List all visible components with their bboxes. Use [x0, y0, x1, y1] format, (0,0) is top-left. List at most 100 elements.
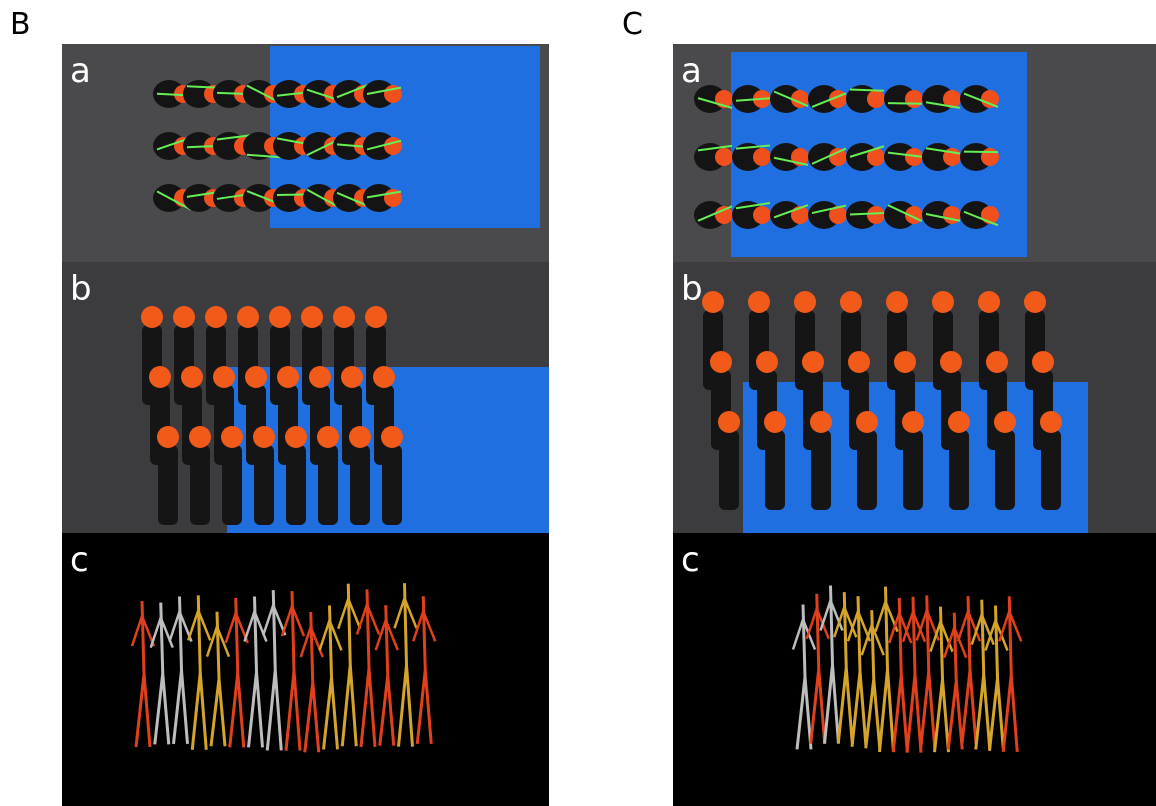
person-body	[286, 445, 306, 525]
cap	[753, 206, 771, 224]
skeleton-arms	[149, 613, 174, 649]
skeleton	[172, 596, 189, 745]
pose-line	[216, 134, 252, 141]
cap	[943, 90, 961, 108]
cap	[245, 366, 267, 388]
cap	[718, 411, 740, 433]
person-body	[770, 201, 802, 229]
cap	[237, 306, 259, 328]
cap	[702, 291, 724, 313]
person-body	[846, 201, 878, 229]
skeleton-arms	[846, 607, 872, 642]
person-body	[995, 430, 1015, 510]
person-body	[273, 184, 305, 212]
skeleton	[836, 592, 854, 744]
cap	[710, 351, 732, 373]
skeleton-arms	[224, 609, 249, 644]
pose-line	[925, 101, 961, 109]
skeleton	[795, 604, 813, 750]
cap	[181, 366, 203, 388]
cap	[269, 306, 291, 328]
skeleton	[190, 595, 208, 750]
person-body	[694, 85, 726, 113]
cap	[149, 366, 171, 388]
person-body	[884, 85, 916, 113]
person-body	[382, 445, 402, 525]
skeleton-arms	[984, 616, 1009, 651]
cap	[978, 291, 1000, 313]
pose-line	[336, 82, 372, 99]
skeleton	[823, 585, 840, 744]
person-body	[922, 201, 954, 229]
skeleton-arms	[860, 621, 885, 656]
cap	[384, 137, 402, 155]
skeleton	[974, 599, 992, 750]
person-body	[243, 184, 275, 212]
skeleton-arms	[874, 597, 899, 633]
panel	[62, 44, 549, 806]
skeleton-arms	[168, 607, 193, 642]
pose-line	[849, 211, 885, 216]
subpanel-label: b	[70, 269, 92, 309]
cap	[715, 206, 733, 224]
person-body	[884, 143, 916, 171]
pose-line	[366, 86, 402, 95]
pose-line	[963, 92, 999, 108]
person-body	[811, 430, 831, 510]
person-body	[158, 445, 178, 525]
skeleton	[359, 589, 377, 748]
skeleton-arms	[262, 601, 287, 636]
pose-line	[811, 204, 847, 215]
skeleton	[809, 593, 827, 744]
skeleton	[864, 610, 882, 749]
cap	[173, 306, 195, 328]
pose-line	[925, 213, 961, 222]
subpanel-label: c	[681, 540, 700, 580]
skeleton-arms	[205, 623, 231, 658]
cap	[894, 351, 916, 373]
cap	[205, 306, 227, 328]
pose-line	[773, 90, 809, 107]
pose-line	[811, 92, 847, 108]
skeleton-arms	[943, 624, 968, 659]
cap	[829, 206, 847, 224]
person-body	[770, 85, 802, 113]
cap	[802, 351, 824, 373]
pose-line	[156, 190, 192, 211]
person-body	[765, 430, 785, 510]
pose-line	[963, 210, 999, 227]
cap	[902, 411, 924, 433]
cap	[848, 351, 870, 373]
cap	[764, 411, 786, 433]
cap	[867, 148, 885, 166]
skeleton-arms	[888, 609, 913, 644]
skeleton-arms	[187, 606, 212, 641]
cap	[221, 426, 243, 448]
skeleton	[850, 596, 868, 747]
person-body	[732, 143, 764, 171]
cap	[794, 291, 816, 313]
cap	[948, 411, 970, 433]
cap	[756, 351, 778, 373]
person-body	[363, 80, 395, 108]
cap	[867, 90, 885, 108]
skeleton	[209, 611, 227, 747]
skeleton	[1001, 596, 1019, 752]
subpanel-label: a	[681, 51, 702, 91]
skeleton-arms	[998, 607, 1023, 642]
cap	[309, 366, 331, 388]
skeleton-arms	[355, 600, 381, 635]
cap	[810, 411, 832, 433]
cap	[886, 291, 908, 313]
pose-line	[773, 204, 809, 219]
cap	[341, 366, 363, 388]
person-body	[719, 430, 739, 510]
cap	[301, 306, 323, 328]
cap	[381, 426, 403, 448]
cap	[829, 148, 847, 166]
cap	[840, 291, 862, 313]
person-body	[846, 85, 878, 113]
pose-line	[735, 97, 771, 102]
cap	[981, 90, 999, 108]
